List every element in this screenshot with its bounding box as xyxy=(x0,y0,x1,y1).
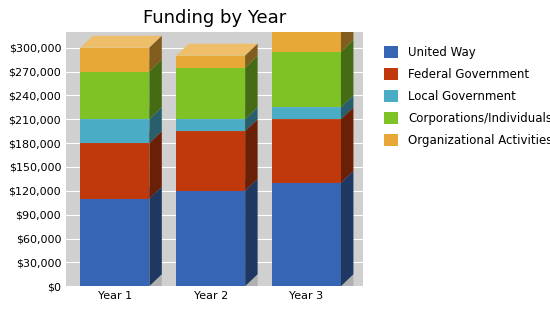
Polygon shape xyxy=(245,44,257,68)
Polygon shape xyxy=(150,36,162,72)
Polygon shape xyxy=(272,20,354,32)
Polygon shape xyxy=(272,171,354,183)
Polygon shape xyxy=(272,95,354,107)
Polygon shape xyxy=(341,171,354,286)
Polygon shape xyxy=(150,60,162,119)
Polygon shape xyxy=(272,107,354,119)
Polygon shape xyxy=(245,179,257,286)
Polygon shape xyxy=(80,48,150,72)
Polygon shape xyxy=(150,131,162,199)
Polygon shape xyxy=(272,32,341,52)
Polygon shape xyxy=(176,56,245,68)
Polygon shape xyxy=(176,191,245,286)
Polygon shape xyxy=(272,52,341,107)
Polygon shape xyxy=(80,187,162,199)
Polygon shape xyxy=(80,36,162,48)
Polygon shape xyxy=(341,95,354,119)
Polygon shape xyxy=(245,274,257,286)
Polygon shape xyxy=(150,187,162,286)
Polygon shape xyxy=(245,107,257,131)
Polygon shape xyxy=(150,274,162,286)
Polygon shape xyxy=(341,274,354,286)
Polygon shape xyxy=(80,199,150,286)
Polygon shape xyxy=(272,183,341,286)
Title: Funding by Year: Funding by Year xyxy=(143,10,286,27)
Legend: United Way, Federal Government, Local Government, Corporations/Individuals, Orga: United Way, Federal Government, Local Go… xyxy=(381,43,550,150)
Polygon shape xyxy=(176,179,257,191)
Polygon shape xyxy=(176,119,245,131)
Polygon shape xyxy=(80,72,150,119)
Polygon shape xyxy=(272,107,341,119)
Polygon shape xyxy=(341,40,354,107)
Polygon shape xyxy=(341,107,354,183)
Polygon shape xyxy=(176,107,257,119)
Polygon shape xyxy=(272,119,341,183)
Polygon shape xyxy=(80,60,162,72)
Polygon shape xyxy=(176,131,245,191)
Polygon shape xyxy=(176,44,257,56)
Polygon shape xyxy=(245,119,257,191)
Polygon shape xyxy=(341,20,354,52)
Polygon shape xyxy=(272,40,354,52)
Polygon shape xyxy=(80,107,162,119)
Polygon shape xyxy=(176,119,257,131)
Polygon shape xyxy=(245,56,257,119)
Polygon shape xyxy=(176,56,257,68)
Polygon shape xyxy=(80,119,150,143)
Polygon shape xyxy=(176,68,245,119)
Polygon shape xyxy=(80,131,162,143)
Polygon shape xyxy=(150,107,162,143)
Polygon shape xyxy=(80,143,150,199)
